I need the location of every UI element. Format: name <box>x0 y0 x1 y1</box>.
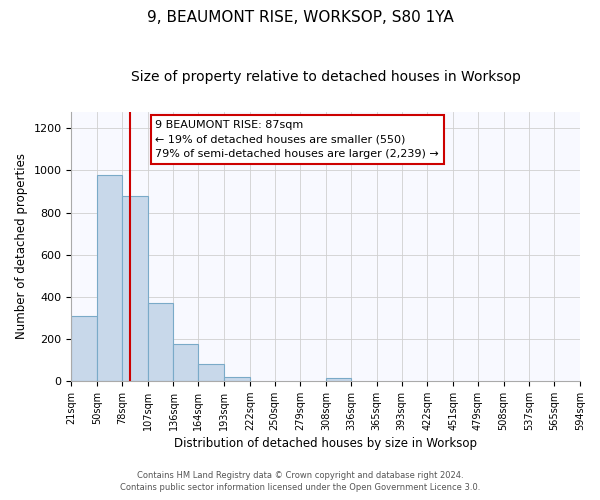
Bar <box>122 196 148 381</box>
Bar <box>148 303 173 381</box>
Bar <box>224 376 250 381</box>
Text: 9, BEAUMONT RISE, WORKSOP, S80 1YA: 9, BEAUMONT RISE, WORKSOP, S80 1YA <box>146 10 454 25</box>
X-axis label: Distribution of detached houses by size in Worksop: Distribution of detached houses by size … <box>174 437 477 450</box>
Text: Contains HM Land Registry data © Crown copyright and database right 2024.
Contai: Contains HM Land Registry data © Crown c… <box>120 471 480 492</box>
Text: 9 BEAUMONT RISE: 87sqm
← 19% of detached houses are smaller (550)
79% of semi-de: 9 BEAUMONT RISE: 87sqm ← 19% of detached… <box>155 120 439 159</box>
Title: Size of property relative to detached houses in Worksop: Size of property relative to detached ho… <box>131 70 521 84</box>
Bar <box>173 344 199 381</box>
Bar <box>71 316 97 381</box>
Bar <box>97 174 122 381</box>
Y-axis label: Number of detached properties: Number of detached properties <box>15 153 28 339</box>
Bar <box>199 364 224 381</box>
Bar <box>326 378 351 381</box>
